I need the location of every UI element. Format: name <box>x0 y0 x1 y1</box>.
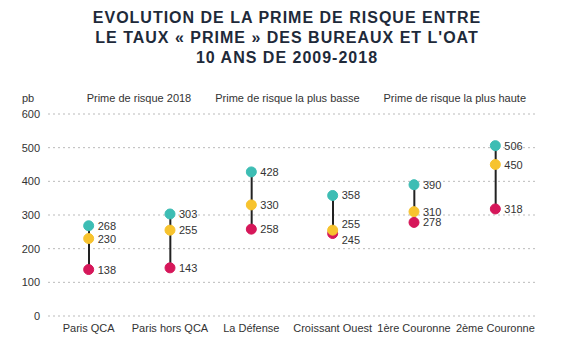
svg-text:245: 245 <box>342 234 360 246</box>
svg-text:Paris hors QCA: Paris hors QCA <box>132 322 209 334</box>
svg-text:500: 500 <box>22 142 40 154</box>
html-text:Prime de risque la plus haute: Prime de risque la plus haute <box>383 92 526 104</box>
svg-text:318: 318 <box>504 203 522 215</box>
svg-text:2ème Couronne: 2ème Couronne <box>456 322 535 334</box>
html-text:EVOLUTION DE LA PRIME DE RISQU: EVOLUTION DE LA PRIME DE RISQUE ENTRE LE… <box>92 9 482 66</box>
svg-text:330: 330 <box>260 199 278 211</box>
svg-text:390: 390 <box>423 179 441 191</box>
svg-text:100: 100 <box>22 276 40 288</box>
svg-text:143: 143 <box>179 262 197 274</box>
svg-text:0: 0 <box>34 310 40 322</box>
svg-text:1ère Couronne: 1ère Couronne <box>377 322 450 334</box>
svg-text:Croissant Ouest: Croissant Ouest <box>293 322 372 334</box>
svg-text:pb: pb <box>22 92 34 104</box>
svg-text:428: 428 <box>260 166 278 178</box>
svg-text:255: 255 <box>342 218 360 230</box>
svg-text:268: 268 <box>98 220 116 232</box>
svg-text:310: 310 <box>423 206 441 218</box>
svg-text:506: 506 <box>504 140 522 152</box>
svg-text:La Défense: La Défense <box>223 322 279 334</box>
svg-text:Paris QCA: Paris QCA <box>63 322 116 334</box>
html-text:Prime de risque la plus basse: Prime de risque la plus basse <box>215 92 360 104</box>
svg-text:278: 278 <box>423 216 441 228</box>
html-text:Prime de risque 2018: Prime de risque 2018 <box>86 92 192 104</box>
svg-text:300: 300 <box>22 209 40 221</box>
svg-text:230: 230 <box>98 233 116 245</box>
svg-text:138: 138 <box>98 264 116 276</box>
svg-text:358: 358 <box>342 189 360 201</box>
svg-text:600: 600 <box>22 108 40 120</box>
svg-text:258: 258 <box>260 223 278 235</box>
svg-text:200: 200 <box>22 243 40 255</box>
svg-text:450: 450 <box>504 159 522 171</box>
svg-text:303: 303 <box>179 208 197 220</box>
svg-text:400: 400 <box>22 175 40 187</box>
svg-text:255: 255 <box>179 224 197 236</box>
